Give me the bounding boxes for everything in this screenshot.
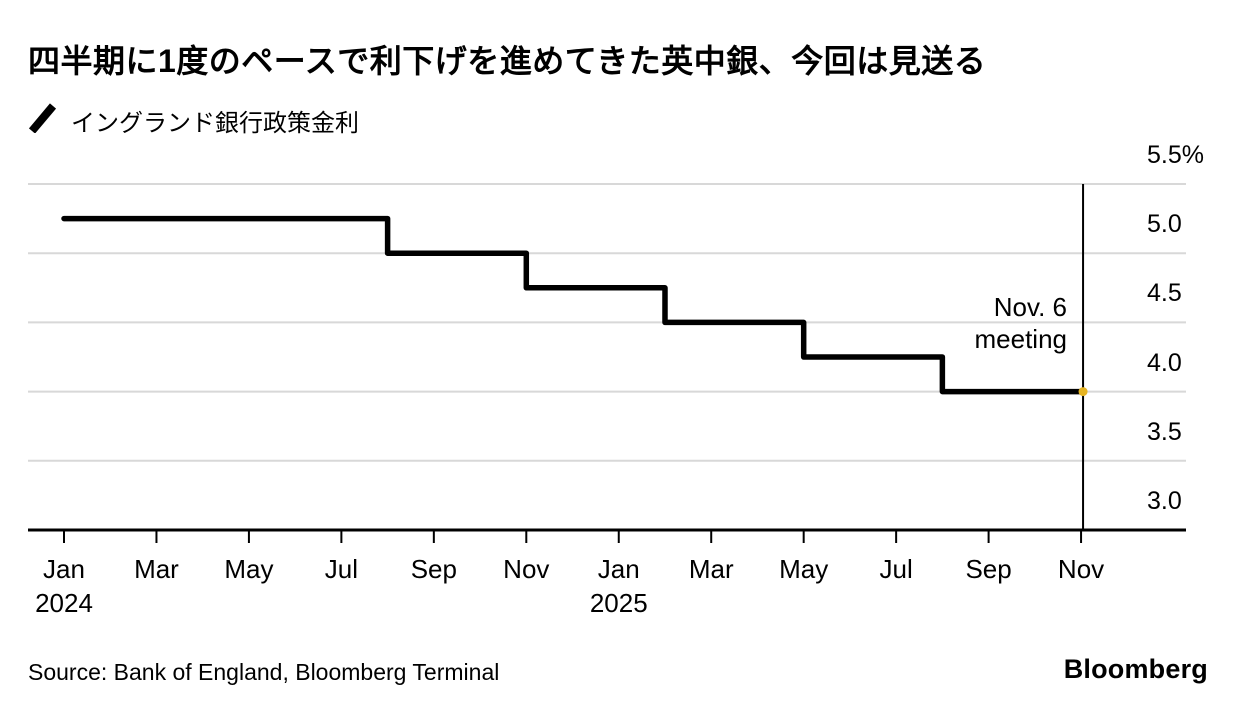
y-axis-label: 4.0 — [1147, 348, 1182, 377]
x-axis-label: Mar — [134, 554, 179, 584]
y-axis-label: 3.0 — [1147, 487, 1182, 515]
chart-title: 四半期に1度のペースで利下げを進めてきた英中銀、今回は見送る — [28, 43, 987, 79]
x-axis-label: May — [224, 554, 274, 584]
marker-annotation: Nov. 6 meeting — [975, 291, 1068, 355]
x-axis-label: Jan — [597, 554, 640, 584]
y-axis-label: 3.5 — [1147, 417, 1182, 446]
marker-annotation-line1: Nov. 6 — [993, 292, 1067, 322]
x-axis-label: Jul — [324, 554, 358, 584]
bloomberg-logo: Bloomberg — [1063, 654, 1208, 684]
x-axis-label: Nov — [1057, 554, 1105, 584]
source-text: Source: Bank of England, Bloomberg Termi… — [28, 659, 500, 685]
endpoint-dot — [1078, 387, 1088, 397]
x-axis-label: Nov — [503, 554, 550, 584]
x-axis-label: Mar — [688, 554, 734, 584]
legend: イングランド銀行政策金利 — [28, 103, 359, 138]
marker-annotation-line2: meeting — [974, 324, 1068, 354]
x-axis-label: Jan — [43, 554, 85, 584]
legend-line-icon — [28, 103, 58, 138]
x-axis-label: Sep — [410, 554, 457, 584]
y-axis-label: 5.0 — [1147, 210, 1182, 239]
x-axis-label: May — [779, 554, 829, 584]
legend-label: イングランド銀行政策金利 — [71, 110, 359, 137]
x-axis-year-label: 2025 — [589, 588, 648, 618]
y-axis-label: 4.5 — [1147, 279, 1182, 308]
policy-rate-step-line — [61, 215, 1086, 395]
x-axis-year-label: 2024 — [35, 588, 93, 618]
y-axis-label: 5.5% — [1147, 141, 1204, 169]
x-axis-label: Jul — [879, 554, 913, 584]
x-axis-label: Sep — [965, 554, 1012, 584]
